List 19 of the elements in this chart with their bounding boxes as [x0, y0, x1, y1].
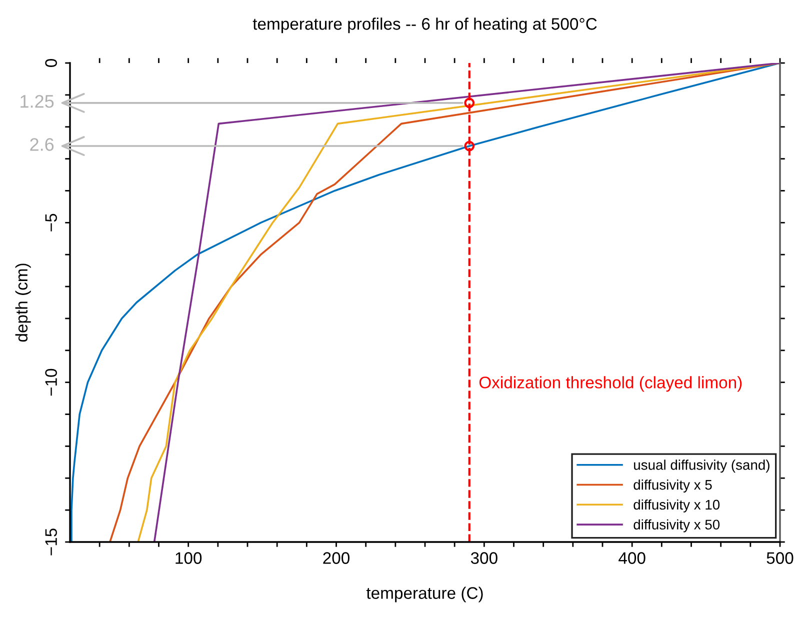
x-tick-label: 200: [323, 552, 350, 564]
y-tick-label: −10: [45, 368, 57, 396]
x-tick-label: 400: [618, 552, 646, 564]
y-tick-label: −5: [45, 214, 57, 232]
legend-label: usual diffusivity (sand): [634, 460, 770, 473]
x-axis-title: temperature (C): [366, 586, 483, 602]
x-tick-label: 300: [470, 552, 498, 564]
x-tick-label: 100: [176, 552, 202, 564]
ref-line-label: Oxidization threshold (clayed limon): [479, 376, 742, 392]
legend-label: diffusivity x 5: [634, 480, 712, 492]
y-axis-title: depth (cm): [15, 264, 31, 342]
annotation: 1.25: [20, 94, 54, 108]
legend-label: diffusivity x 10: [634, 499, 720, 512]
legend-label: diffusivity x 50: [634, 519, 720, 532]
chart-title: temperature profiles -- 6 hr of heating at 500°C: [252, 18, 597, 34]
x-tick-label: 500: [766, 552, 794, 564]
annotation: 2.6: [30, 138, 54, 151]
y-tick-label: 0: [45, 59, 57, 67]
y-tick-label: −15: [45, 528, 57, 556]
